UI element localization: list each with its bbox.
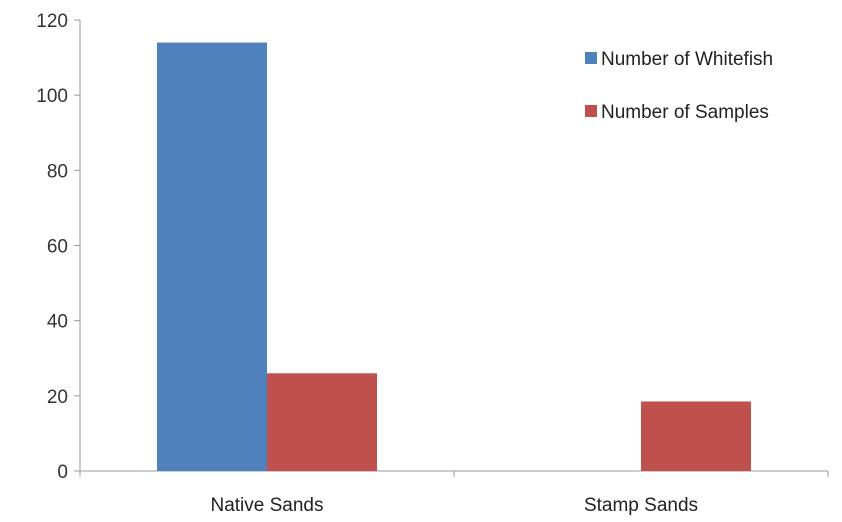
x-category-label: Native Sands: [210, 495, 323, 516]
y-tick-label: 120: [36, 11, 68, 32]
y-tick-label: 0: [57, 462, 68, 483]
legend-swatch: [585, 105, 597, 117]
x-category-label: Stamp Sands: [584, 495, 698, 516]
y-axis: 0 20 40 60 80 100 120: [36, 11, 81, 483]
x-axis: Native Sands Stamp Sands: [74, 470, 829, 516]
legend-label: Number of Samples: [601, 102, 769, 123]
legend: Number of Whitefish Number of Samples: [585, 49, 773, 123]
y-tick-label: 100: [36, 86, 68, 107]
bar-whitefish-native-sands: [157, 42, 267, 472]
y-tick-label: 40: [47, 312, 68, 333]
y-tick-label: 80: [47, 161, 68, 182]
y-tick-label: 60: [47, 237, 68, 258]
legend-swatch: [585, 52, 597, 64]
bar-samples-native-sands: [267, 373, 377, 471]
y-tick-label: 20: [47, 387, 68, 408]
legend-label: Number of Whitefish: [601, 49, 773, 70]
bars: [157, 42, 751, 472]
bar-samples-stamp-sands: [641, 401, 751, 471]
